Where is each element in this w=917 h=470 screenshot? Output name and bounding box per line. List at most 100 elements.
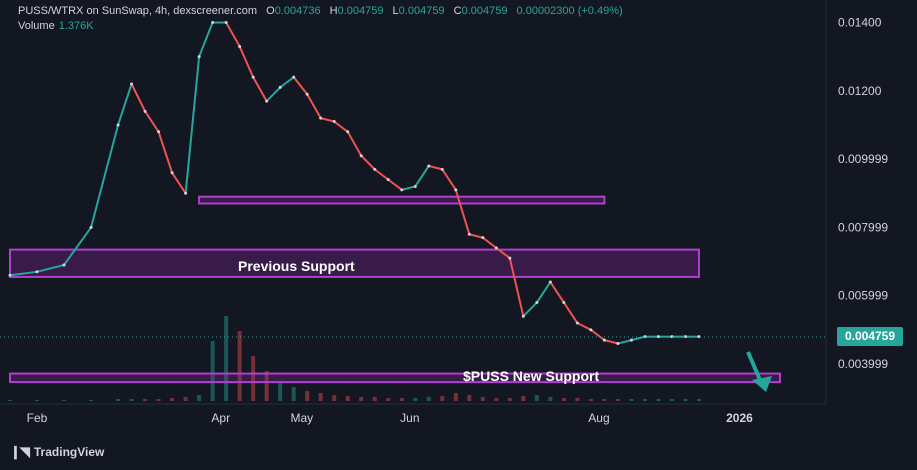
price-segment: [238, 46, 255, 78]
price-segment: [549, 281, 565, 304]
low-label: L: [392, 5, 399, 17]
price-point: [89, 225, 93, 229]
price-point: [35, 270, 39, 274]
volume-bar: [413, 398, 418, 401]
time-tick-label: Jun: [400, 411, 419, 425]
high-value: 0.004759: [337, 5, 384, 17]
price-segment: [495, 247, 511, 259]
time-axis: Feb Apr May Jun Aug 2026: [27, 411, 753, 425]
price-point: [548, 280, 552, 284]
price-point: [602, 338, 606, 342]
price-tick-label: 0.01200: [838, 84, 882, 98]
volume-bar: [696, 399, 701, 401]
volume-bar: [521, 396, 526, 401]
price-point: [373, 167, 377, 171]
time-tick-label: Feb: [27, 411, 48, 425]
chart-header: PUSS/WTRX on SunSwap, 4h, dexscreener.co…: [18, 4, 623, 19]
volume-bar: [224, 316, 229, 401]
tradingview-logo-icon: ❙◥: [10, 444, 30, 459]
price-point: [535, 301, 539, 305]
time-tick-label: May: [290, 411, 313, 425]
price-segment: [333, 120, 349, 133]
volume-bar: [183, 397, 188, 401]
time-tick-label: Aug: [588, 411, 609, 425]
volume-bar: [440, 396, 445, 401]
volume-bar: [62, 400, 67, 401]
price-segment: [469, 233, 484, 239]
price-point: [265, 99, 269, 103]
volume-bar: [251, 356, 256, 401]
price-tick-label: 0.003999: [838, 357, 888, 371]
price-point: [130, 82, 134, 86]
volume-bar: [278, 381, 283, 401]
volume-bar: [35, 400, 40, 401]
price-point: [251, 75, 255, 79]
open-label: O: [266, 5, 275, 17]
price-point: [494, 246, 498, 250]
volume-bar: [615, 399, 620, 401]
price-segment: [292, 76, 308, 95]
price-point: [575, 321, 579, 325]
support-zone-1: [9, 248, 700, 278]
price-point: [292, 75, 296, 79]
price-segment: [576, 322, 592, 331]
price-segment: [279, 76, 295, 89]
price-segment: [387, 178, 403, 191]
volume-bar: [237, 331, 242, 401]
volume-bar: [332, 395, 337, 401]
volume-bar: [143, 399, 148, 401]
volume-bar: [683, 399, 688, 401]
volume-bar: [156, 399, 161, 401]
volume-bar: [629, 399, 634, 401]
time-tick-label: 2026: [726, 411, 753, 425]
volume-label[interactable]: Volume: [18, 20, 55, 32]
volume-bar: [507, 398, 512, 401]
price-segment: [225, 22, 241, 47]
price-segment: [171, 172, 187, 194]
price-point: [319, 116, 323, 120]
tradingview-footer[interactable]: ❙◥ TradingView: [10, 444, 104, 460]
price-segment: [454, 189, 471, 235]
price-segment: [306, 93, 322, 119]
symbol-title[interactable]: PUSS/WTRX on SunSwap, 4h, dexscreener.co…: [18, 5, 258, 17]
volume-bar: [561, 398, 566, 401]
price-segment: [346, 131, 363, 157]
price-point: [211, 21, 215, 25]
price-segment: [265, 86, 281, 102]
price-segment: [63, 226, 92, 266]
close-label: C: [453, 5, 462, 17]
price-segment: [130, 83, 146, 112]
volume-bar: [264, 371, 269, 401]
time-tick-label: Apr: [211, 411, 230, 425]
price-point: [170, 171, 174, 175]
price-point: [521, 314, 525, 318]
volume-bar: [305, 391, 310, 401]
volume-bar: [548, 397, 553, 401]
price-segment: [198, 22, 214, 58]
volume-bar: [210, 341, 215, 401]
price-segment: [252, 76, 268, 102]
current-price-tag: 0.004759: [837, 327, 903, 346]
volume-bar: [359, 397, 364, 401]
volume-bar: [89, 400, 94, 401]
price-point: [589, 328, 593, 332]
price-segment: [184, 56, 201, 194]
volume-bar: [197, 395, 202, 401]
price-tick-label: 0.005999: [838, 289, 888, 303]
price-series: [8, 21, 701, 346]
volume-bar: [453, 393, 458, 401]
volume-bar: [494, 398, 499, 401]
price-point: [8, 273, 12, 277]
price-segment: [563, 301, 579, 324]
volume-bar: [345, 396, 350, 401]
price-segment: [157, 131, 174, 174]
volume-bar: [291, 387, 296, 401]
change-value: 0.00002300 (+0.49%): [516, 5, 623, 17]
price-segment: [482, 236, 497, 249]
price-tick-label: 0.01400: [838, 16, 882, 30]
high-label: H: [329, 5, 338, 17]
price-segment: [536, 281, 552, 304]
price-segment: [631, 335, 646, 342]
price-point: [481, 236, 485, 240]
